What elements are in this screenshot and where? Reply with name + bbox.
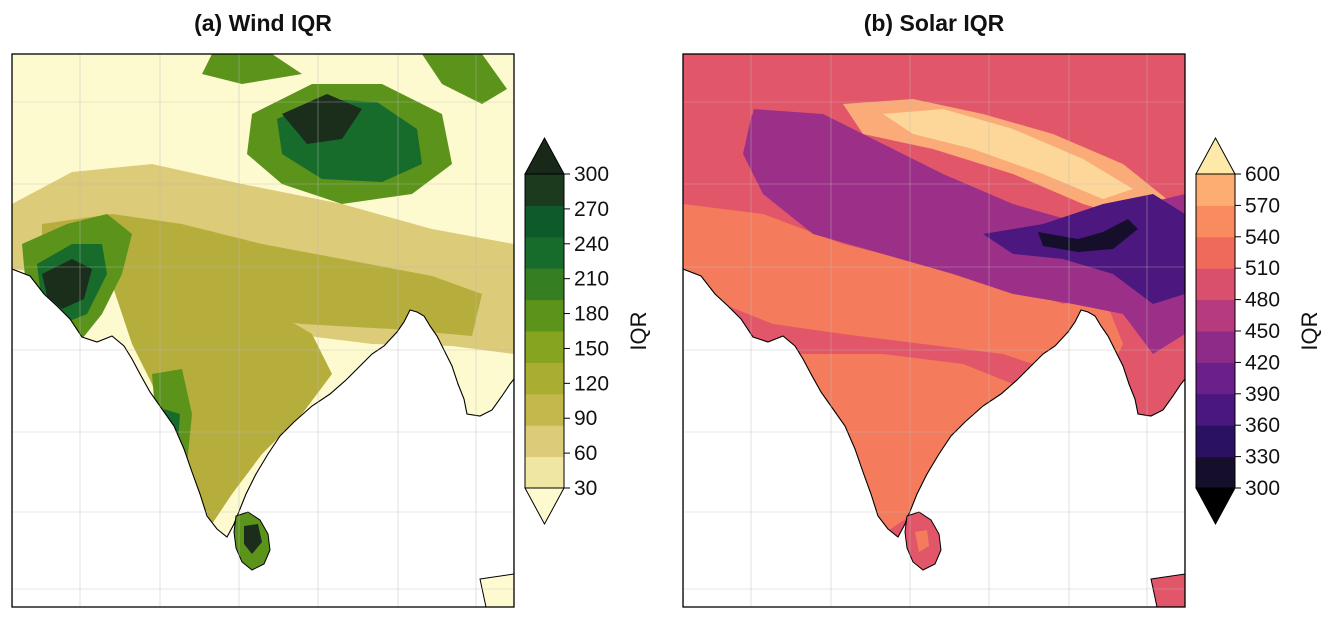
solar-colorbar-bin xyxy=(1196,331,1235,363)
solar-region xyxy=(793,354,1013,534)
panel-title-wind: (a) Wind IQR xyxy=(194,10,332,36)
wind-colorbar-bin xyxy=(525,236,564,269)
wind-region xyxy=(42,214,482,336)
wind-colorbar-bin xyxy=(525,299,564,332)
wind-colorbar-extend-bottom xyxy=(524,487,565,526)
wind-region xyxy=(282,94,362,144)
solar-map xyxy=(683,54,1185,607)
solar-region xyxy=(1038,219,1138,252)
solar-colorbar-label: IQR xyxy=(1297,311,1322,350)
solar-colorbar-tick-label: 420 xyxy=(1245,351,1280,374)
wind-colorbar-label: IQR xyxy=(626,311,651,350)
wind-colorbar-tick-label: 150 xyxy=(574,337,609,360)
solar-region xyxy=(883,109,1133,199)
wind-region xyxy=(244,524,262,554)
solar-region xyxy=(683,54,1185,114)
wind-colorbar-bin xyxy=(525,393,564,426)
solar-colorbar-tick-label: 330 xyxy=(1245,446,1280,469)
solar-region xyxy=(683,54,763,154)
wind-colorbar-bin xyxy=(525,268,564,301)
solar-colorbar-bin xyxy=(1196,362,1235,395)
coastline xyxy=(12,268,514,607)
solar-map-frame xyxy=(682,53,1186,608)
land-corner xyxy=(1150,573,1185,607)
wind-colorbar: 30 60 90 120 150 180 210 240 270 300 IQR xyxy=(524,136,651,526)
wind-colorbar-bin xyxy=(525,174,564,206)
wind-colorbar-extend-top xyxy=(524,136,565,175)
ocean xyxy=(12,269,514,607)
solar-colorbar: 300 330 360 390 420 450 480 510 540 570 600 IQR xyxy=(1195,136,1322,526)
wind-colorbar-bin xyxy=(525,425,564,458)
solar-region xyxy=(683,204,1123,384)
solar-colorbar-tick-label: 510 xyxy=(1245,257,1280,280)
solar-region xyxy=(915,530,929,552)
solar-colorbar-bin xyxy=(1196,456,1235,489)
land-corner xyxy=(479,573,514,607)
wind-colorbar-frame xyxy=(524,173,565,489)
wind-colorbar-bin xyxy=(525,362,564,395)
solar-colorbar-tick-label: 450 xyxy=(1245,320,1280,343)
solar-colorbar-bin xyxy=(1196,299,1235,332)
solar-colorbar-bin xyxy=(1196,174,1235,206)
wind-colorbar-tick-label: 30 xyxy=(574,477,597,500)
wind-region xyxy=(422,54,507,104)
coastline xyxy=(683,268,1185,607)
solar-colorbar-bin xyxy=(1196,236,1235,269)
wind-region xyxy=(42,259,92,309)
solar-colorbar-tick-label: 570 xyxy=(1245,194,1280,217)
solar-colorbar-tick-label: 360 xyxy=(1245,414,1280,437)
solar-colorbar-tick-label: 600 xyxy=(1245,163,1280,186)
wind-colorbar-tick-label: 270 xyxy=(574,198,609,221)
wind-colorbar-tick-label: 90 xyxy=(574,407,597,430)
panel-title-solar: (b) Solar IQR xyxy=(863,10,1005,36)
wind-colorbar-tick-label: 240 xyxy=(574,233,609,256)
solar-colorbar-bin xyxy=(1196,393,1235,426)
solar-colorbar-tick-label: 300 xyxy=(1245,477,1280,500)
wind-colorbar-tick-label: 210 xyxy=(574,268,609,291)
solar-colorbar-extend-top xyxy=(1195,136,1236,175)
wind-colorbar-tick-label: 180 xyxy=(574,303,609,326)
solar-colorbar-tick-label: 540 xyxy=(1245,226,1280,249)
wind-colorbar-tick-label: 120 xyxy=(574,372,609,395)
ocean xyxy=(683,269,1185,607)
solar-colorbar-tick-label: 390 xyxy=(1245,383,1280,406)
solar-region xyxy=(743,109,1185,354)
solar-colorbar-bin xyxy=(1196,205,1235,238)
solar-colorbar-bin xyxy=(1196,425,1235,458)
solar-colorbar-extend-bottom xyxy=(1195,487,1236,526)
wind-map xyxy=(12,54,514,607)
solar-colorbar-bin xyxy=(1196,268,1235,301)
wind-map-frame xyxy=(11,53,515,608)
wind-region xyxy=(202,54,302,84)
wind-region xyxy=(112,284,332,524)
wind-colorbar-tick-label: 300 xyxy=(574,163,609,186)
wind-colorbar-bin xyxy=(525,205,564,238)
wind-colorbar-tick-label: 60 xyxy=(574,442,597,465)
solar-colorbar-tick-label: 480 xyxy=(1245,289,1280,312)
wind-colorbar-bin xyxy=(525,456,564,489)
wind-colorbar-bin xyxy=(525,331,564,363)
